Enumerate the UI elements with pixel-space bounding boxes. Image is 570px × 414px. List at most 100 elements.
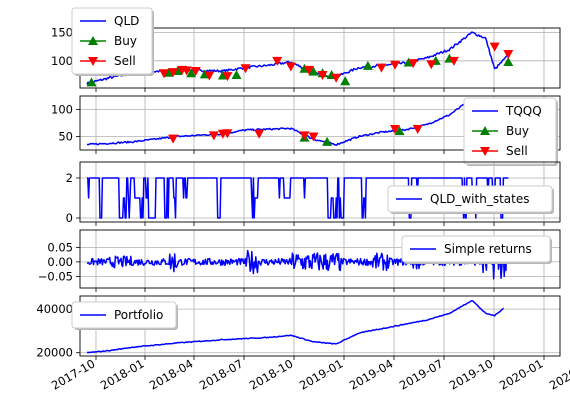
legend-panel-4: Simple returns bbox=[401, 235, 552, 264]
legend-label-qld: QLD bbox=[114, 14, 139, 28]
legend-marker-sell bbox=[480, 147, 490, 156]
x-tick-label: 2018-07 bbox=[197, 356, 246, 392]
marker-group-sell bbox=[168, 124, 423, 144]
x-tick-label: 2018-01 bbox=[98, 356, 147, 392]
legend-label-portfolio: Portfolio bbox=[114, 308, 163, 322]
buy-marker bbox=[322, 136, 333, 146]
sell-marker bbox=[408, 59, 419, 69]
legend-frame bbox=[71, 301, 177, 329]
axes-frame-2 bbox=[79, 95, 561, 151]
sell-marker bbox=[503, 50, 514, 60]
series-line-portfolio bbox=[86, 299, 505, 354]
sell-marker bbox=[317, 70, 328, 80]
sell-marker bbox=[168, 134, 179, 144]
plot-area-2 bbox=[86, 98, 509, 146]
buy-marker bbox=[503, 56, 514, 66]
sell-marker bbox=[222, 72, 233, 82]
sell-marker bbox=[390, 124, 401, 134]
y-tick-label: 20000 bbox=[36, 346, 73, 360]
sell-marker bbox=[489, 42, 500, 52]
buy-marker bbox=[340, 76, 351, 86]
x-tick-label: 2018-10 bbox=[247, 356, 296, 392]
legend-label-sell: Sell bbox=[506, 144, 528, 158]
buy-marker bbox=[394, 126, 405, 136]
x-tick-label: 2019-07 bbox=[397, 356, 446, 392]
y-tick-label: 50 bbox=[58, 130, 73, 144]
legend-label-buy: Buy bbox=[114, 34, 137, 48]
series-line-qld bbox=[86, 31, 509, 85]
legend-frame bbox=[387, 185, 553, 213]
chart-panel-4: −0.050.000.05 Simple returns bbox=[38, 229, 561, 292]
chart-panel-2: 50 100 TQQQ Buy Sell bbox=[51, 95, 561, 166]
plot-area-5 bbox=[86, 299, 505, 354]
legend-marker-buy bbox=[480, 126, 490, 135]
sell-marker bbox=[254, 129, 265, 139]
legend-label-buy: Buy bbox=[506, 124, 529, 138]
series-line-tqqq bbox=[86, 98, 509, 146]
sell-marker bbox=[390, 60, 401, 70]
sell-marker bbox=[272, 56, 283, 66]
x-tick-label: 2020-01 bbox=[497, 356, 546, 392]
sell-marker bbox=[299, 131, 310, 141]
sell-marker bbox=[426, 60, 437, 70]
sell-marker bbox=[159, 69, 170, 79]
sell-marker bbox=[208, 131, 219, 141]
sell-marker bbox=[168, 68, 179, 78]
buy-marker bbox=[308, 66, 319, 76]
legend-label-sell: Sell bbox=[114, 54, 136, 68]
legend-label-tqqq: TQQQ bbox=[505, 104, 542, 118]
legend-marker-buy bbox=[88, 36, 98, 45]
axes-frame-4 bbox=[79, 229, 561, 289]
chart-panel-1: 100 150 QLD Buy Sell bbox=[51, 7, 561, 92]
sell-marker bbox=[331, 73, 342, 83]
y-tick-label: 0.05 bbox=[47, 240, 73, 254]
sell-marker bbox=[285, 62, 296, 72]
sell-marker bbox=[222, 129, 233, 139]
sell-marker bbox=[181, 66, 192, 76]
y-tick-label: 40000 bbox=[36, 302, 73, 316]
legend-panel-3: QLD_with_states bbox=[387, 185, 554, 214]
series-line-qld-with-states bbox=[87, 177, 509, 219]
sell-marker bbox=[240, 64, 251, 74]
legend-panel-2: TQQQ Buy Sell bbox=[463, 97, 558, 166]
x-tick-label: 2020-04 bbox=[547, 356, 570, 392]
plot-area-3 bbox=[87, 177, 509, 219]
legend-frame bbox=[401, 235, 551, 263]
sell-marker bbox=[308, 132, 319, 142]
legend-label-qld-with-states: QLD_with_states bbox=[430, 192, 529, 206]
x-tick-label: 2019-04 bbox=[347, 356, 396, 392]
buy-marker bbox=[86, 77, 97, 87]
sell-marker bbox=[303, 65, 314, 75]
chart-panel-5: 20000 40000 Portfolio bbox=[36, 295, 561, 360]
y-tick-label: 150 bbox=[51, 26, 73, 40]
legend-panel-5: Portfolio bbox=[71, 301, 178, 330]
y-tick-label: 2 bbox=[66, 171, 73, 185]
legend-panel-1: QLD Buy Sell bbox=[71, 7, 154, 76]
y-tick-label: −0.05 bbox=[38, 269, 73, 283]
sell-marker bbox=[204, 71, 215, 81]
x-axis: 2017-10 2018-01 2018-04 2018-07 2018-10 2019-… bbox=[49, 356, 570, 392]
buy-marker bbox=[362, 60, 373, 70]
buy-marker bbox=[186, 68, 197, 78]
legend-marker-sell bbox=[88, 57, 98, 66]
marker-group-sell bbox=[159, 42, 514, 83]
y-tick-label: 100 bbox=[51, 103, 73, 117]
grid-panel-1 bbox=[80, 28, 560, 88]
x-tick-label: 2019-10 bbox=[447, 356, 496, 392]
chart-panel-3: 0 2 QLD_with_states bbox=[66, 161, 561, 226]
y-tick-label: 100 bbox=[51, 54, 73, 68]
x-tick-label: 2019-01 bbox=[297, 356, 346, 392]
y-tick-label: 0 bbox=[66, 211, 73, 225]
sell-marker bbox=[190, 67, 201, 77]
x-tick-label: 2018-04 bbox=[147, 356, 196, 392]
plot-area-1 bbox=[86, 31, 514, 87]
sell-marker bbox=[448, 56, 459, 66]
sell-marker bbox=[376, 63, 387, 73]
legend-label-simple-returns: Simple returns bbox=[444, 242, 532, 256]
axes-frame-3 bbox=[79, 161, 561, 223]
y-tick-label: 0.00 bbox=[47, 255, 73, 269]
x-tick-label: 2017-10 bbox=[49, 356, 98, 392]
sell-marker bbox=[412, 124, 423, 134]
buy-marker bbox=[231, 69, 242, 79]
